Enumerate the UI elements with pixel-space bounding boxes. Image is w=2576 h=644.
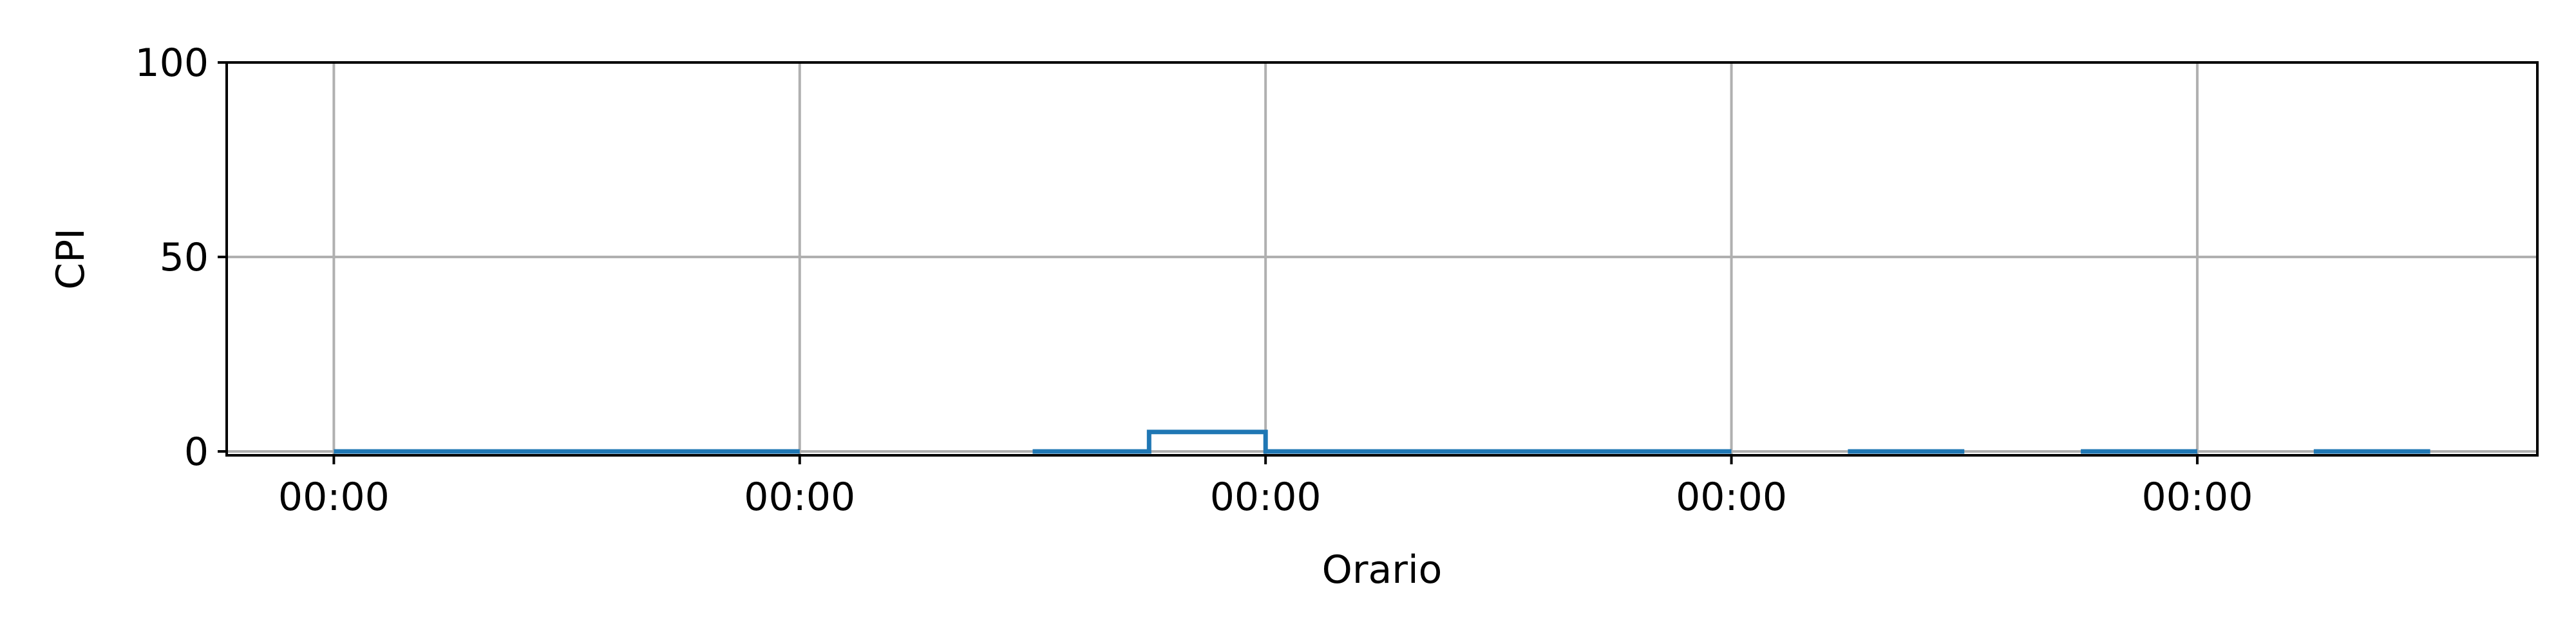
y-tick-label: 0	[184, 430, 209, 475]
series-line-segment	[1032, 430, 1732, 454]
x-tick-label: 00:00	[1210, 475, 1321, 520]
x-tick-label: 00:00	[278, 475, 390, 520]
y-axis-label: CPI	[48, 228, 93, 290]
x-tick-label: 00:00	[744, 475, 855, 520]
tick-layer: 00:00 00:00 00:00 00:00 00:00 0 50 100	[135, 41, 2253, 520]
x-tick-label: 00:00	[1676, 475, 1787, 520]
x-axis-label: Orario	[1322, 547, 1443, 592]
series-layer	[334, 430, 2430, 454]
x-tick-label: 00:00	[2141, 475, 2253, 520]
grid-layer	[227, 61, 2537, 455]
y-tick-label: 100	[135, 41, 209, 86]
y-tick-label: 50	[160, 235, 209, 280]
plot-frame	[225, 61, 2539, 457]
